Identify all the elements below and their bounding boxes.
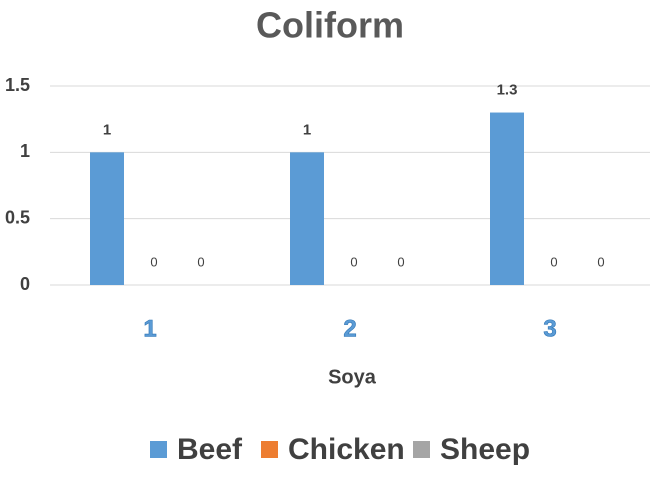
data-label: 1 bbox=[103, 121, 111, 138]
data-label: 0 bbox=[550, 254, 557, 269]
x-axis-title: Soya bbox=[328, 366, 377, 388]
data-label: 0 bbox=[397, 254, 404, 269]
x-tick-label: 3 bbox=[543, 315, 556, 342]
legend-label: Chicken bbox=[288, 433, 405, 466]
bar bbox=[490, 112, 524, 286]
legend-swatch bbox=[150, 441, 167, 458]
chart-title: Coliform bbox=[256, 5, 404, 46]
x-tick-label: 2 bbox=[343, 315, 356, 342]
data-label: 1 bbox=[303, 121, 311, 138]
bar bbox=[290, 152, 324, 285]
legend-label: Sheep bbox=[440, 433, 530, 466]
y-tick-label: 0.5 bbox=[5, 207, 30, 227]
y-tick-label: 0 bbox=[20, 274, 30, 294]
data-label: 0 bbox=[350, 254, 357, 269]
y-tick-label: 1 bbox=[20, 141, 30, 161]
data-label: 0 bbox=[150, 254, 157, 269]
bar bbox=[90, 152, 124, 285]
x-tick-label: 1 bbox=[143, 315, 156, 342]
y-tick-label: 1.5 bbox=[5, 75, 30, 95]
data-label: 1.3 bbox=[497, 82, 518, 99]
legend-swatch bbox=[261, 441, 278, 458]
legend-label: Beef bbox=[177, 433, 243, 466]
data-label: 0 bbox=[597, 254, 604, 269]
legend-swatch bbox=[413, 441, 430, 458]
data-label: 0 bbox=[197, 254, 204, 269]
